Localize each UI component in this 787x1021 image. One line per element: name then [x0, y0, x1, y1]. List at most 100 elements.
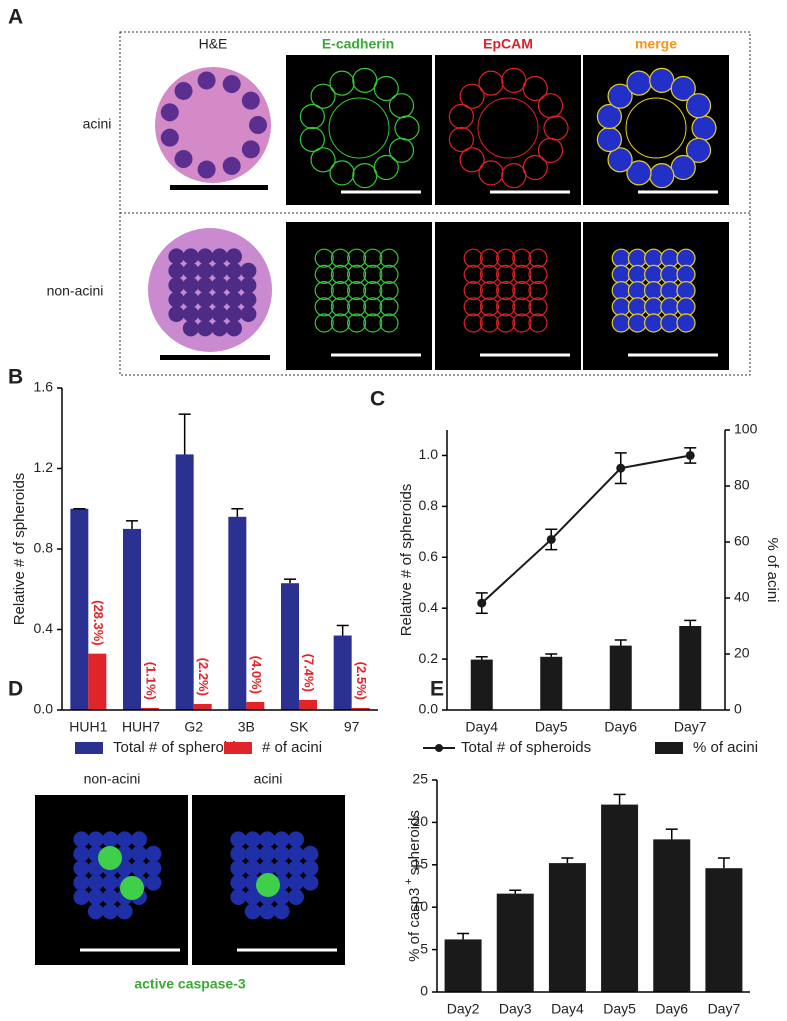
y-tick-label: 5 — [420, 940, 428, 956]
panel-label: C — [370, 388, 385, 411]
cell — [182, 306, 199, 322]
x-tick-label: Day6 — [655, 1001, 688, 1017]
caspase-signal — [256, 873, 280, 897]
legend-swatch — [224, 742, 252, 754]
x-tick-label: HUH1 — [69, 719, 107, 735]
x-tick-label: Day5 — [535, 719, 568, 735]
point — [685, 450, 695, 460]
cell — [182, 248, 199, 265]
bar — [601, 804, 639, 992]
row-label: acini — [83, 116, 112, 132]
point — [477, 598, 487, 608]
cell — [627, 313, 648, 333]
micrograph — [286, 222, 432, 370]
cell — [302, 845, 319, 862]
x-tick-label: Day4 — [465, 719, 498, 735]
cell — [611, 264, 631, 284]
y2-tick-label: 0 — [734, 701, 742, 717]
cell — [330, 248, 350, 268]
cell — [197, 262, 214, 279]
cell — [241, 140, 260, 159]
cell — [102, 874, 119, 891]
cell — [197, 160, 216, 179]
panel-label: A — [8, 6, 23, 29]
cell — [660, 264, 680, 284]
column-header: merge — [635, 36, 677, 52]
legend-label: # of acini — [262, 739, 322, 756]
micrograph — [435, 222, 581, 370]
cell — [329, 70, 355, 96]
y-tick-label: 0.4 — [419, 599, 439, 615]
bar — [246, 701, 265, 710]
cell — [314, 281, 334, 301]
axis-title-part: spheroids — [406, 810, 423, 875]
cell — [676, 281, 696, 301]
cell — [611, 297, 631, 317]
cell — [607, 147, 633, 173]
cell — [388, 93, 415, 119]
data-annotation: (1.1%) — [144, 662, 159, 700]
panel-label: E — [430, 678, 444, 701]
x-tick-label: Day3 — [499, 1001, 532, 1017]
cell — [459, 83, 485, 109]
lumen — [625, 97, 687, 159]
cell — [197, 248, 214, 265]
cell — [660, 297, 680, 317]
cell — [347, 313, 367, 333]
legend-label: % of acini — [693, 739, 758, 756]
cell — [363, 281, 383, 301]
x-tick-label: HUH7 — [122, 719, 160, 735]
cell — [273, 831, 290, 848]
cell — [226, 248, 242, 265]
cell — [379, 264, 399, 284]
cell — [363, 264, 383, 284]
cell — [537, 93, 564, 119]
cell — [240, 262, 257, 279]
cell — [528, 281, 548, 301]
cell — [330, 281, 350, 301]
cell — [226, 277, 242, 294]
cell — [249, 116, 267, 134]
cell — [479, 297, 499, 317]
cell — [302, 874, 319, 891]
cell — [160, 103, 179, 122]
cell — [244, 860, 261, 877]
cell — [226, 262, 242, 279]
legend-label: Total # of spheroids — [461, 739, 591, 756]
y-tick-label: 1.2 — [34, 459, 54, 475]
cell — [528, 313, 548, 333]
cell — [211, 248, 228, 265]
cell — [310, 83, 336, 109]
y-tick-label: 0.4 — [34, 620, 54, 636]
y2-tick-label: 60 — [734, 533, 750, 549]
cell — [496, 281, 516, 301]
cell — [347, 297, 367, 317]
cell — [388, 137, 415, 163]
data-annotation: (2.2%) — [196, 658, 211, 696]
cell — [459, 147, 485, 173]
cell — [131, 845, 147, 862]
cell — [607, 83, 633, 109]
cell — [259, 845, 276, 862]
cell — [240, 306, 257, 322]
cell — [197, 320, 214, 337]
cell — [660, 313, 680, 333]
axis-title: Relative # of spheroids — [398, 484, 415, 637]
column-header: non-acini — [84, 771, 141, 787]
y-tick-label: 0.0 — [34, 701, 54, 717]
bar — [88, 653, 107, 710]
cell — [352, 163, 378, 189]
bar — [141, 707, 159, 710]
bar — [123, 528, 141, 710]
cell — [670, 154, 696, 181]
cell — [259, 903, 276, 920]
cell — [302, 860, 319, 877]
cell — [496, 264, 516, 284]
cell — [73, 845, 90, 862]
cell — [244, 845, 261, 862]
cell — [363, 248, 383, 268]
panel-label: D — [8, 678, 23, 701]
cell — [182, 291, 199, 308]
cell — [230, 889, 247, 905]
cell — [330, 297, 350, 317]
